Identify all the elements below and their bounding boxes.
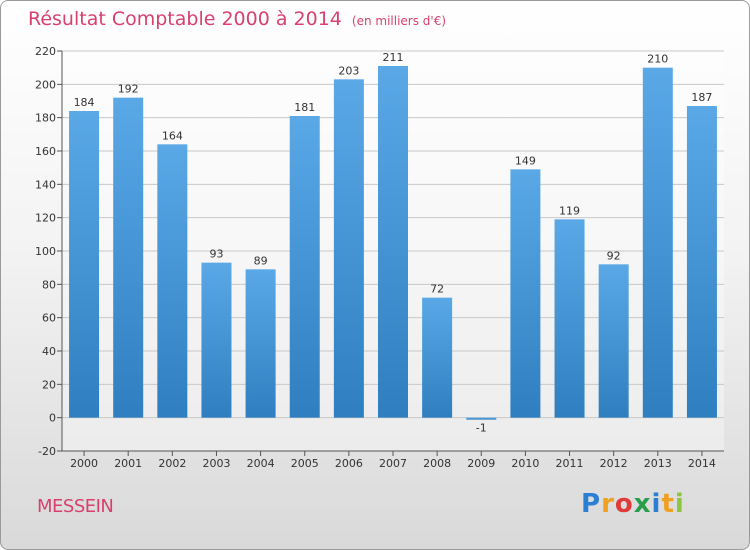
data-label: 181: [294, 101, 315, 114]
chart-title: Résultat Comptable 2000 à 2014 (en millie…: [28, 8, 446, 30]
bar: [113, 97, 144, 418]
y-tick-label: 100: [35, 245, 56, 258]
bar: [69, 111, 100, 418]
x-tick-label: 2011: [556, 457, 584, 470]
y-tick-label: 60: [42, 312, 56, 325]
x-tick-label: 2004: [247, 457, 275, 470]
bar: [289, 116, 320, 418]
data-label: 184: [74, 96, 95, 109]
y-tick-label: 80: [42, 278, 56, 291]
x-tick-label: 2007: [379, 457, 407, 470]
data-label: -1: [476, 422, 487, 435]
logo-letter: P: [581, 489, 602, 519]
data-label: 192: [118, 83, 139, 96]
bar: [510, 169, 541, 418]
logo-letter: t: [661, 489, 675, 519]
y-tick-label: -20: [38, 445, 56, 458]
bar: [642, 67, 673, 418]
data-label: 149: [515, 154, 536, 167]
x-tick-label: 2009: [467, 457, 495, 470]
data-label: 72: [430, 283, 444, 296]
data-label: 164: [162, 129, 183, 142]
data-label: 119: [559, 204, 580, 217]
x-tick-label: 2002: [158, 457, 186, 470]
bar: [201, 262, 232, 418]
x-tick-label: 2005: [291, 457, 319, 470]
logo-letter: r: [601, 489, 615, 519]
bar: [554, 219, 585, 418]
y-tick-label: 180: [35, 112, 56, 125]
bar: [598, 264, 629, 418]
proxiti-logo: Proxiti: [581, 489, 685, 519]
data-label: 89: [254, 254, 268, 267]
x-tick-label: 2001: [114, 457, 142, 470]
x-tick-label: 2003: [202, 457, 230, 470]
y-tick-label: 200: [35, 78, 56, 91]
data-label: 210: [647, 53, 668, 66]
x-tick-label: 2012: [600, 457, 628, 470]
x-tick-label: 2013: [644, 457, 672, 470]
y-tick-label: 40: [42, 345, 56, 358]
y-tick-label: 0: [49, 412, 56, 425]
y-tick-label: 120: [35, 212, 56, 225]
y-tick-label: 220: [35, 45, 56, 58]
x-tick-label: 2008: [423, 457, 451, 470]
title-text: Résultat Comptable 2000 à 2014: [28, 8, 342, 30]
y-tick-label: 160: [35, 145, 56, 158]
data-label: 203: [338, 64, 359, 77]
unit-label: (en milliers d'€): [351, 14, 447, 28]
logo-letter: x: [633, 489, 652, 519]
bar: [686, 106, 717, 418]
bar: [333, 79, 364, 418]
bar: [245, 269, 276, 418]
x-tick-label: 2006: [335, 457, 363, 470]
x-tick-label: 2014: [688, 457, 716, 470]
x-tick-label: 2000: [70, 457, 98, 470]
bar: [378, 66, 408, 418]
data-label: 211: [383, 51, 404, 64]
bar: [422, 297, 453, 418]
data-label: 93: [209, 248, 223, 261]
logo-letter: o: [614, 489, 634, 519]
bar: [466, 417, 497, 420]
y-tick-label: 140: [35, 178, 56, 191]
commune-name: MESSEIN: [37, 496, 114, 517]
logo-letter: i: [674, 489, 685, 519]
bar: [157, 144, 188, 418]
data-label: 187: [691, 91, 712, 104]
logo-letter: i: [651, 489, 662, 519]
x-tick-label: 2010: [511, 457, 539, 470]
data-label: 92: [607, 249, 621, 262]
y-tick-label: 20: [42, 378, 56, 391]
